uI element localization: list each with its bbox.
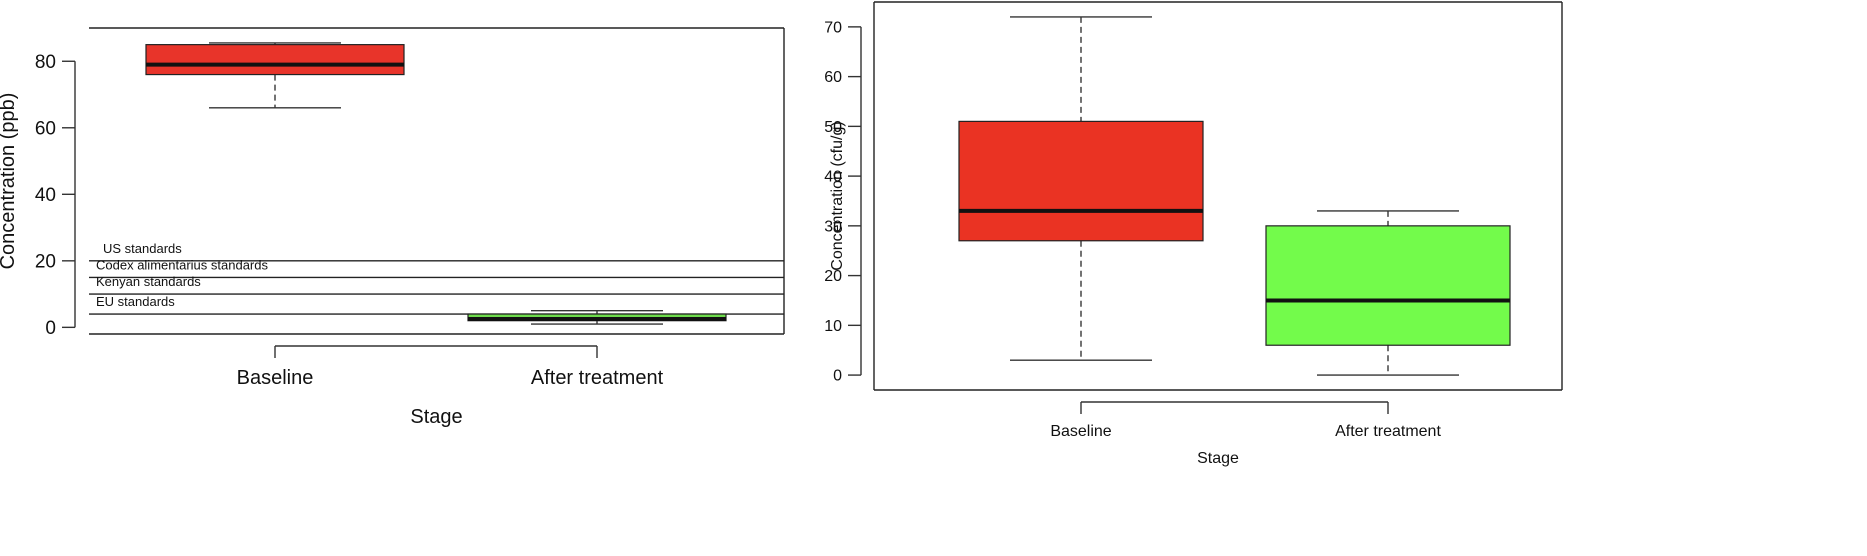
y-tick-label: 40 <box>35 185 56 206</box>
iqr-box <box>958 120 1204 242</box>
y-tick-label: 70 <box>824 19 842 36</box>
iqr-box <box>1265 225 1511 346</box>
chart-panel-2: 0 10 20 30 40 50 60 70 Baseline After treatment St… <box>824 1 1563 467</box>
y-tick-label: 10 <box>824 318 842 335</box>
y-tick-label: 60 <box>824 69 842 86</box>
x-tick-label: After treatment <box>1335 423 1441 440</box>
y-tick-label: 20 <box>824 268 842 285</box>
iqr-box <box>145 44 405 76</box>
y-axis-title: Concentration (ppb) <box>0 93 19 270</box>
y-tick-label: 20 <box>35 251 56 272</box>
x-tick-label: Baseline <box>237 367 314 389</box>
y-tick-label: 80 <box>35 52 56 73</box>
y-tick-label: 0 <box>45 318 56 339</box>
x-axis-title: Stage <box>1197 450 1239 467</box>
reference-line-label: Kenyan standards <box>96 274 201 289</box>
box-baseline <box>958 16 1204 361</box>
x-tick-label: After treatment <box>531 367 664 389</box>
reference-line-label: Codex alimentarius standards <box>96 257 268 272</box>
x-tick-label: Baseline <box>1050 423 1111 440</box>
y-axis-title: Concentration (cfu/g) <box>829 121 846 270</box>
box-after-treatment <box>467 310 727 325</box>
y-tick-label: 0 <box>833 368 842 385</box>
box-baseline <box>145 42 405 109</box>
box-after-treatment <box>1265 210 1511 376</box>
y-tick-label: 60 <box>35 118 56 139</box>
y-tick-label: 30 <box>824 218 842 235</box>
y-tick-label: 40 <box>824 169 842 186</box>
x-axis-title: Stage <box>410 406 462 428</box>
y-tick-label: 50 <box>824 119 842 136</box>
reference-line-label: US standards <box>103 241 182 256</box>
reference-line-label: EU standards <box>96 294 175 309</box>
